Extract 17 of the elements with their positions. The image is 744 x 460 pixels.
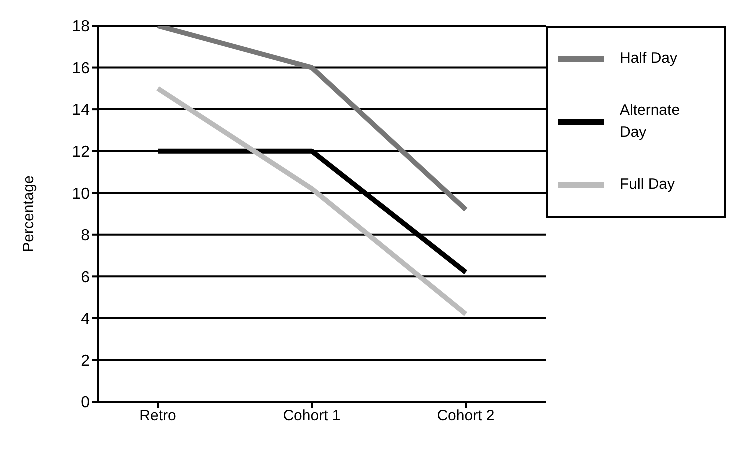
y-tick-label: 18 [72,18,90,36]
legend-label: Half Day [620,49,679,69]
legend-label: Full Day [620,175,676,195]
y-tick-label: 8 [81,228,90,245]
legend-label: Alternate Day [620,101,682,143]
x-tick-label: Cohort 1 [283,408,341,425]
y-tick-label: 4 [81,311,90,328]
y-tick-label: 16 [72,60,90,78]
y-tick-label: 14 [72,102,90,120]
y-tick-label: 12 [72,144,90,162]
y-tick-label: 0 [81,394,90,412]
x-tick-label: Cohort 2 [437,408,495,425]
y-tick-label: 10 [72,186,90,203]
x-tick-label: Retro [140,408,176,425]
y-axis-title: Percentage [20,176,38,252]
y-tick-label: 6 [81,269,90,286]
y-tick-label: 2 [81,352,90,370]
